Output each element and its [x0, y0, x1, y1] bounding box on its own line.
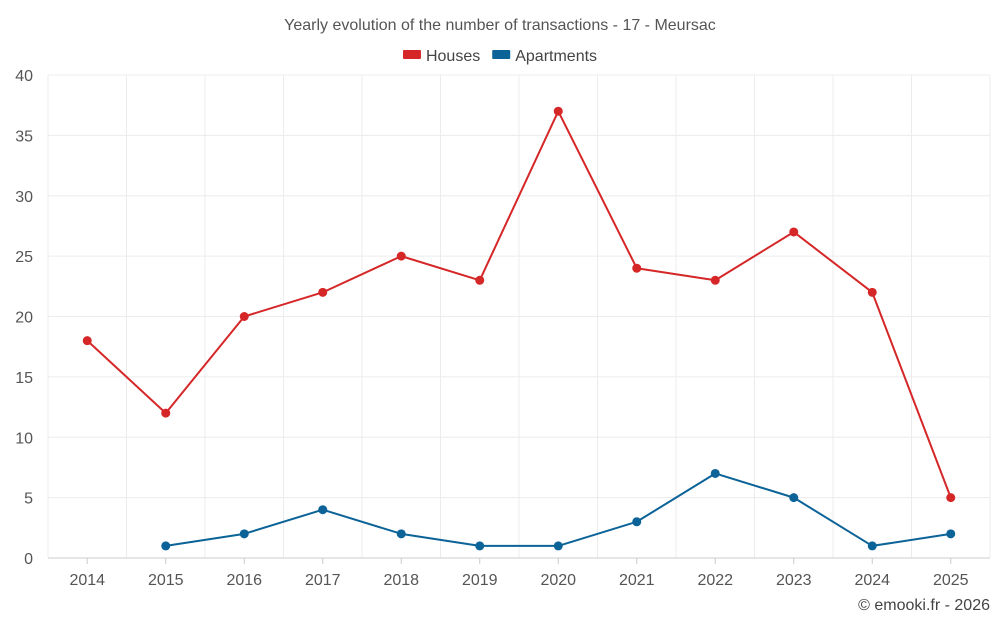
grid [47, 74, 991, 558]
legend-swatch [492, 50, 511, 59]
x-tick-label: 2018 [383, 572, 419, 589]
apartments-point [632, 517, 642, 527]
series-group [82, 106, 956, 551]
x-tick-label: 2016 [226, 572, 262, 589]
houses-point [867, 287, 877, 297]
houses-point [239, 312, 249, 321]
houses-point [318, 287, 328, 297]
legend-label: Apartments [515, 48, 597, 65]
houses-series-line [86, 110, 952, 498]
apartments-point [161, 541, 171, 551]
houses-point [82, 336, 92, 346]
y-tick-label: 25 [15, 249, 33, 266]
x-tick-label: 2022 [697, 572, 733, 589]
houses-point [632, 263, 642, 273]
y-tick-label: 10 [15, 430, 33, 447]
credit: © emooki.fr - 2026 [858, 597, 990, 614]
apartments-point [946, 529, 956, 539]
y-tick-label: 35 [15, 128, 33, 145]
apartments-point [396, 529, 406, 539]
legend-item-apartments: Apartments [492, 48, 597, 65]
apartments-point [475, 541, 485, 551]
apartments-point [789, 493, 799, 503]
y-tick-label: 5 [24, 491, 33, 508]
y-tick-label: 0 [24, 551, 33, 568]
y-tick-label: 40 [15, 68, 33, 85]
x-tick-label: 2023 [776, 572, 812, 589]
x-tick-label: 2021 [619, 572, 655, 589]
x-tick-label: 2024 [854, 572, 890, 589]
legend-label: Houses [426, 48, 480, 65]
houses-point [396, 251, 406, 261]
x-tick-label: 2025 [933, 572, 969, 589]
chart-title: Yearly evolution of the number of transa… [284, 17, 716, 34]
x-tick-label: 2017 [305, 572, 341, 589]
y-tick-label: 15 [15, 370, 33, 387]
apartments-point [239, 529, 249, 539]
houses-point [553, 106, 563, 116]
houses-point [475, 275, 485, 285]
x-tick-label: 2014 [69, 572, 105, 589]
houses-point [946, 493, 956, 503]
apartments-point [318, 505, 328, 515]
houses-point [161, 408, 171, 418]
apartments-point [710, 468, 720, 478]
houses-point [710, 275, 720, 285]
x-tick-label: 2020 [540, 572, 576, 589]
houses-point [789, 227, 799, 237]
legend: Houses Apartments [402, 48, 597, 65]
legend-item-houses: Houses [402, 48, 480, 65]
apartments-point [553, 541, 563, 551]
x-tick-label: 2015 [148, 572, 184, 589]
y-tick-label: 20 [15, 310, 33, 327]
y-tick-label: 30 [15, 189, 33, 206]
x-tick-label: 2019 [462, 572, 498, 589]
apartments-point [867, 541, 877, 551]
legend-swatch [402, 50, 421, 59]
